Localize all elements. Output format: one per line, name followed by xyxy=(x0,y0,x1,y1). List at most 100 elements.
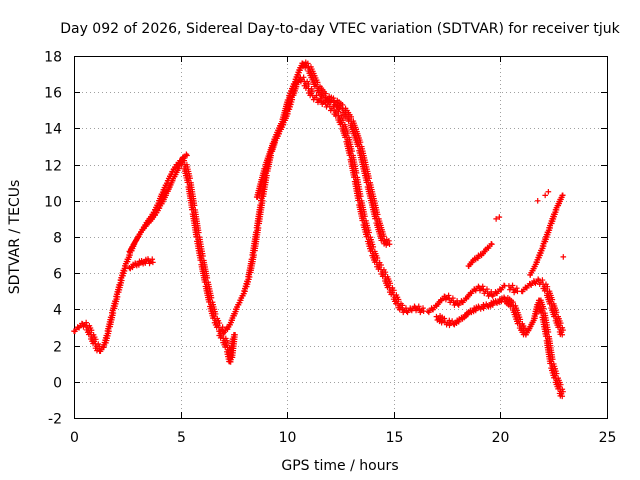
data-point xyxy=(366,175,372,182)
data-point xyxy=(475,255,481,262)
data-point xyxy=(455,319,462,325)
data-point xyxy=(277,120,284,127)
data-point xyxy=(158,191,165,197)
data-point xyxy=(149,256,156,263)
data-point xyxy=(248,256,255,263)
data-point xyxy=(290,81,297,87)
data-point xyxy=(319,101,326,107)
y-tick-label: 18 xyxy=(44,50,62,66)
data-point xyxy=(438,319,445,326)
data-point xyxy=(446,317,453,324)
data-point xyxy=(103,332,110,339)
data-point xyxy=(485,245,492,251)
data-point xyxy=(493,216,499,222)
data-point xyxy=(187,175,193,182)
data-point xyxy=(479,283,486,290)
data-point xyxy=(472,307,479,314)
data-point xyxy=(191,202,198,209)
y-tick-label: 6 xyxy=(53,267,62,283)
data-point xyxy=(130,241,137,248)
data-point xyxy=(455,302,462,308)
data-point xyxy=(300,74,307,81)
data-point xyxy=(136,231,143,237)
data-point xyxy=(559,393,566,400)
data-point xyxy=(239,292,246,299)
series-lower-band xyxy=(126,256,566,400)
data-point xyxy=(374,211,381,218)
data-point xyxy=(477,287,483,294)
data-point xyxy=(417,309,424,316)
data-point xyxy=(112,298,118,304)
y-axis-label: SDTVAR / TECUs xyxy=(7,180,23,295)
data-point xyxy=(477,306,484,312)
data-point xyxy=(484,286,490,292)
data-point xyxy=(559,331,566,338)
data-point xyxy=(76,324,82,331)
data-point xyxy=(511,289,517,296)
tick-layer: 0 5 10 15 20 25 -2 0 2 4 6 8 10 12 14 16 18 xyxy=(44,50,616,447)
data-point xyxy=(370,244,377,250)
data-point xyxy=(257,202,263,208)
data-point xyxy=(173,169,180,176)
x-tick-label: 5 xyxy=(177,430,186,446)
data-point xyxy=(252,229,259,236)
data-point xyxy=(150,259,156,266)
series-upper-envelope xyxy=(126,59,566,278)
data-point xyxy=(261,165,267,172)
data-point xyxy=(229,336,236,342)
y-tick-label: 16 xyxy=(44,86,62,102)
data-point xyxy=(549,356,556,363)
x-tick-label: 0 xyxy=(70,430,79,446)
data-point xyxy=(557,196,563,203)
data-point xyxy=(413,307,419,314)
data-point xyxy=(353,170,360,176)
data-point xyxy=(208,294,215,301)
data-point xyxy=(449,318,455,324)
data-point xyxy=(542,192,548,199)
data-point xyxy=(196,229,202,236)
data-point xyxy=(557,320,564,326)
series-outliers xyxy=(493,188,567,260)
data-point xyxy=(269,140,276,147)
y-tick-label: 8 xyxy=(53,231,62,247)
x-tick-label: 20 xyxy=(492,430,510,446)
data-point xyxy=(146,260,153,267)
data-point xyxy=(366,229,372,236)
data-point xyxy=(544,229,551,236)
data-point xyxy=(302,64,308,71)
data-point xyxy=(349,148,355,154)
data-point xyxy=(490,293,496,299)
data-point xyxy=(545,188,552,195)
data-point xyxy=(468,290,475,297)
x-tick-label: 25 xyxy=(599,430,617,446)
data-point xyxy=(532,280,539,287)
data-point xyxy=(129,264,136,271)
data-point xyxy=(524,285,530,291)
data-point xyxy=(124,256,131,263)
data-point xyxy=(386,241,393,248)
data-point xyxy=(386,238,392,244)
series-main xyxy=(71,74,566,355)
data-point xyxy=(72,328,78,335)
data-point xyxy=(297,64,303,71)
data-point xyxy=(97,348,104,355)
data-point xyxy=(313,92,320,99)
data-point xyxy=(184,152,190,159)
y-tick-label: 14 xyxy=(44,122,62,138)
data-point xyxy=(200,253,206,259)
data-point xyxy=(204,275,211,281)
data-point xyxy=(560,388,566,395)
data-point xyxy=(465,294,471,300)
x-axis-label: GPS time / hours xyxy=(281,458,398,474)
data-point xyxy=(357,193,364,200)
data-point xyxy=(330,95,337,101)
data-point xyxy=(528,282,534,288)
data-point xyxy=(154,202,160,208)
data-point xyxy=(553,370,560,377)
data-point xyxy=(167,182,173,188)
data-point xyxy=(383,242,390,248)
data-point xyxy=(553,309,560,316)
chart-title: Day 092 of 2026, Sidereal Day-to-day VTE… xyxy=(60,21,620,37)
